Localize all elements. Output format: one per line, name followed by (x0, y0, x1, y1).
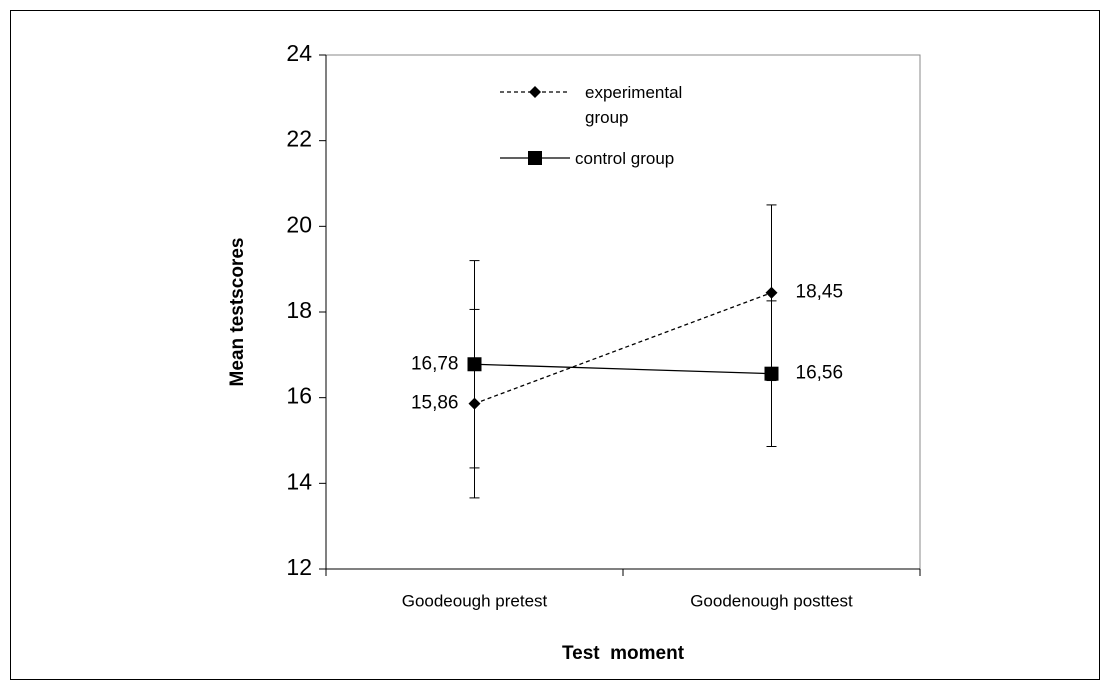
frame (10, 10, 1100, 680)
y-axis-label: Mean testscores (227, 238, 248, 387)
y-tick-label: 24 (286, 40, 312, 66)
y-tick-label: 20 (286, 211, 312, 237)
series-line (474, 363, 772, 375)
y-tick-label: 14 (286, 468, 312, 494)
legend-label: experimental group (585, 83, 683, 127)
series-line (474, 292, 772, 405)
value-label: 15,86 (411, 393, 459, 414)
value-label: 16,56 (796, 363, 844, 384)
legend-marker (529, 86, 541, 98)
y-tick-label: 22 (286, 126, 312, 152)
y-tick-label: 12 (286, 554, 312, 580)
data-point (764, 366, 779, 381)
value-label: 16,78 (411, 353, 459, 374)
legend-marker (528, 151, 542, 165)
plot-area (325, 54, 921, 570)
x-axis-label: Test moment (562, 643, 685, 664)
data-point (765, 286, 778, 299)
data-point (467, 357, 482, 372)
value-label: 18,45 (796, 282, 844, 303)
y-tick-label: 18 (286, 297, 312, 323)
x-tick-label: Goodenough posttest (690, 591, 853, 610)
legend-label: control group (575, 149, 675, 168)
x-tick-label: Goodeough pretest (402, 591, 548, 610)
y-tick-label: 16 (286, 383, 312, 409)
